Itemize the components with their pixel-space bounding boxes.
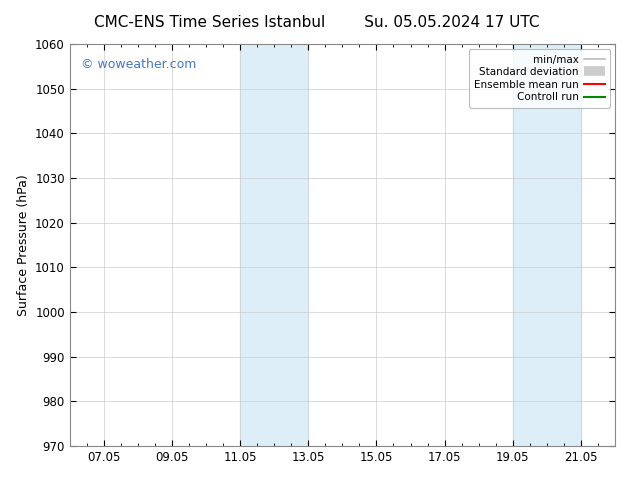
Legend: min/max, Standard deviation, Ensemble mean run, Controll run: min/max, Standard deviation, Ensemble me… [469, 49, 610, 107]
Text: CMC-ENS Time Series Istanbul        Su. 05.05.2024 17 UTC: CMC-ENS Time Series Istanbul Su. 05.05.2… [94, 15, 540, 30]
Y-axis label: Surface Pressure (hPa): Surface Pressure (hPa) [16, 174, 30, 316]
Bar [513, 44, 581, 446]
Text: © woweather.com: © woweather.com [81, 58, 196, 71]
Bar [240, 44, 308, 446]
